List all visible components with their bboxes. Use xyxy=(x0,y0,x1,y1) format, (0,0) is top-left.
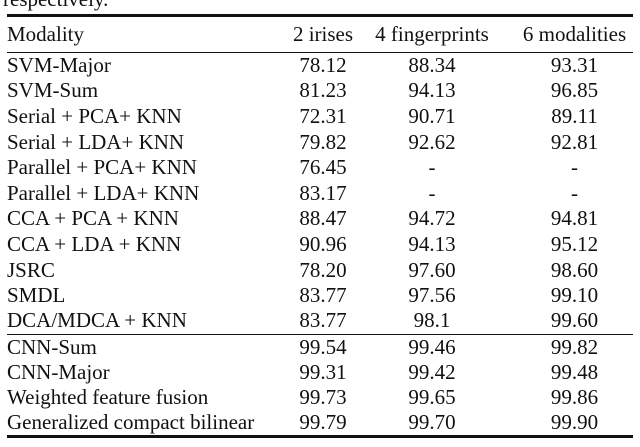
cell-value: 99.65 xyxy=(408,384,456,409)
cell-value: - xyxy=(571,180,578,205)
cell-value: 95.12 xyxy=(550,231,599,256)
cell-value: 99.54 xyxy=(285,333,361,360)
table-row: Weighted feature fusion 99.73 99.65 99.86 xyxy=(7,385,633,410)
cell-modality: CCA + PCA + KNN xyxy=(7,206,179,231)
table-row: CCA + PCA + KNN 88.47 94.72 94.81 xyxy=(7,206,633,232)
cell-value: 98.60 xyxy=(550,257,599,282)
cell-value: 90.96 xyxy=(299,231,347,256)
table-row: Generalized compact bilinear 99.79 99.70 99… xyxy=(7,410,633,437)
cell-value: 94.81 xyxy=(550,206,599,231)
cell-modality: JSRC xyxy=(7,257,55,282)
cell-modality: Serial + PCA+ KNN xyxy=(7,103,182,128)
table-row: Serial + PCA+ KNN 72.31 90.71 89.11 xyxy=(7,104,633,130)
header-2-irises: 2 irises xyxy=(285,15,361,53)
header-modality: Modality xyxy=(7,15,285,53)
results-table: Modality 2 irises 4 fingerprints 6 modal… xyxy=(7,14,633,438)
cell-value: 90.71 xyxy=(408,103,456,128)
cell-value: 99.46 xyxy=(361,333,511,360)
cell-value: 99.48 xyxy=(550,359,599,384)
cell-value: 78.20 xyxy=(299,257,347,282)
cell-modality: Serial + LDA+ KNN xyxy=(7,129,185,154)
cell-value: 88.47 xyxy=(299,206,347,231)
cell-value: 83.17 xyxy=(299,180,347,205)
cell-modality: DCA/MDCA + KNN xyxy=(7,308,187,333)
cell-value: 98.1 xyxy=(413,308,451,333)
cell-value: 97.60 xyxy=(408,257,456,282)
cell-modality: SVM-Major xyxy=(7,53,111,78)
table-row: CCA + LDA + KNN 90.96 94.13 95.12 xyxy=(7,232,633,258)
cell-value: 99.82 xyxy=(511,333,633,360)
cell-value: 89.11 xyxy=(551,103,598,128)
cell-value: 99.42 xyxy=(408,359,456,384)
cell-modality: CCA + LDA + KNN xyxy=(7,231,182,256)
cell-value: 94.13 xyxy=(408,78,456,103)
cell-value: 99.73 xyxy=(299,384,347,409)
cell-value: 83.77 xyxy=(299,283,347,308)
cell-value: 93.31 xyxy=(550,53,599,78)
cell-value: 99.70 xyxy=(408,409,456,434)
cell-value: 94.13 xyxy=(408,231,456,256)
cell-value: 99.90 xyxy=(550,409,599,434)
table-row: SVM-Sum 81.23 94.13 96.85 xyxy=(7,78,633,104)
header-row: Modality 2 irises 4 fingerprints 6 modal… xyxy=(7,15,633,53)
table-row: CNN-Major 99.31 99.42 99.48 xyxy=(7,360,633,385)
header-4-fingerprints: 4 fingerprints xyxy=(361,15,511,53)
cell-value: 99.86 xyxy=(550,384,599,409)
cell-value: 92.62 xyxy=(408,129,456,154)
cell-modality: SVM-Sum xyxy=(7,78,99,103)
table-row: Parallel + LDA+ KNN 83.17 - - xyxy=(7,180,633,206)
cell-modality: Weighted feature fusion xyxy=(7,384,209,409)
cell-value: 92.81 xyxy=(550,129,599,154)
cell-value: 76.45 xyxy=(299,155,347,180)
cell-value: 99.31 xyxy=(299,359,347,384)
cell-value: 79.82 xyxy=(299,129,347,154)
cell-modality: CNN-Sum xyxy=(7,333,285,360)
table-row: CNN-Sum 99.54 99.46 99.82 xyxy=(7,333,633,360)
cell-value: 72.31 xyxy=(299,103,347,128)
cell-value: - xyxy=(428,155,436,180)
table-row: JSRC 78.20 97.60 98.60 xyxy=(7,257,633,283)
table-row: Serial + LDA+ KNN 79.82 92.62 92.81 xyxy=(7,129,633,155)
cell-value: 81.23 xyxy=(299,78,347,103)
cell-value: 88.34 xyxy=(408,53,456,78)
table-header: Modality 2 irises 4 fingerprints 6 modal… xyxy=(7,15,633,53)
cell-value: 99.60 xyxy=(550,308,599,333)
header-6-modalities: 6 modalities xyxy=(511,15,633,53)
cell-value: 83.77 xyxy=(299,308,347,333)
cell-value: 99.10 xyxy=(550,283,599,308)
intro-text: respectively. xyxy=(3,0,108,11)
table-row: SMDL 83.77 97.56 99.10 xyxy=(7,283,633,309)
table-body-classical: SVM-Major 78.12 88.34 93.31 SVM-Sum 81.23 94.1… xyxy=(7,53,633,335)
table-body-cnn: CNN-Sum 99.54 99.46 99.82 CNN-Major 99.31 99.4… xyxy=(7,333,633,437)
cell-value: 78.12 xyxy=(299,53,347,78)
cell-modality: Generalized compact bilinear xyxy=(7,409,255,434)
table-row: SVM-Major 78.12 88.34 93.31 xyxy=(7,53,633,79)
cell-value: 94.72 xyxy=(408,206,456,231)
table-row: DCA/MDCA + KNN 83.77 98.1 99.60 xyxy=(7,308,633,334)
cell-value: 96.85 xyxy=(550,78,599,103)
cell-value: - xyxy=(571,155,578,180)
cell-value: - xyxy=(428,180,436,205)
cell-modality: SMDL xyxy=(7,283,66,308)
cell-value: 97.56 xyxy=(408,283,456,308)
cell-modality: CNN-Major xyxy=(7,359,110,384)
cell-modality: Parallel + LDA+ KNN xyxy=(7,180,200,205)
cell-modality: Parallel + PCA+ KNN xyxy=(7,155,197,180)
table-row: Parallel + PCA+ KNN 76.45 - - xyxy=(7,155,633,181)
cell-value: 99.79 xyxy=(299,409,347,434)
